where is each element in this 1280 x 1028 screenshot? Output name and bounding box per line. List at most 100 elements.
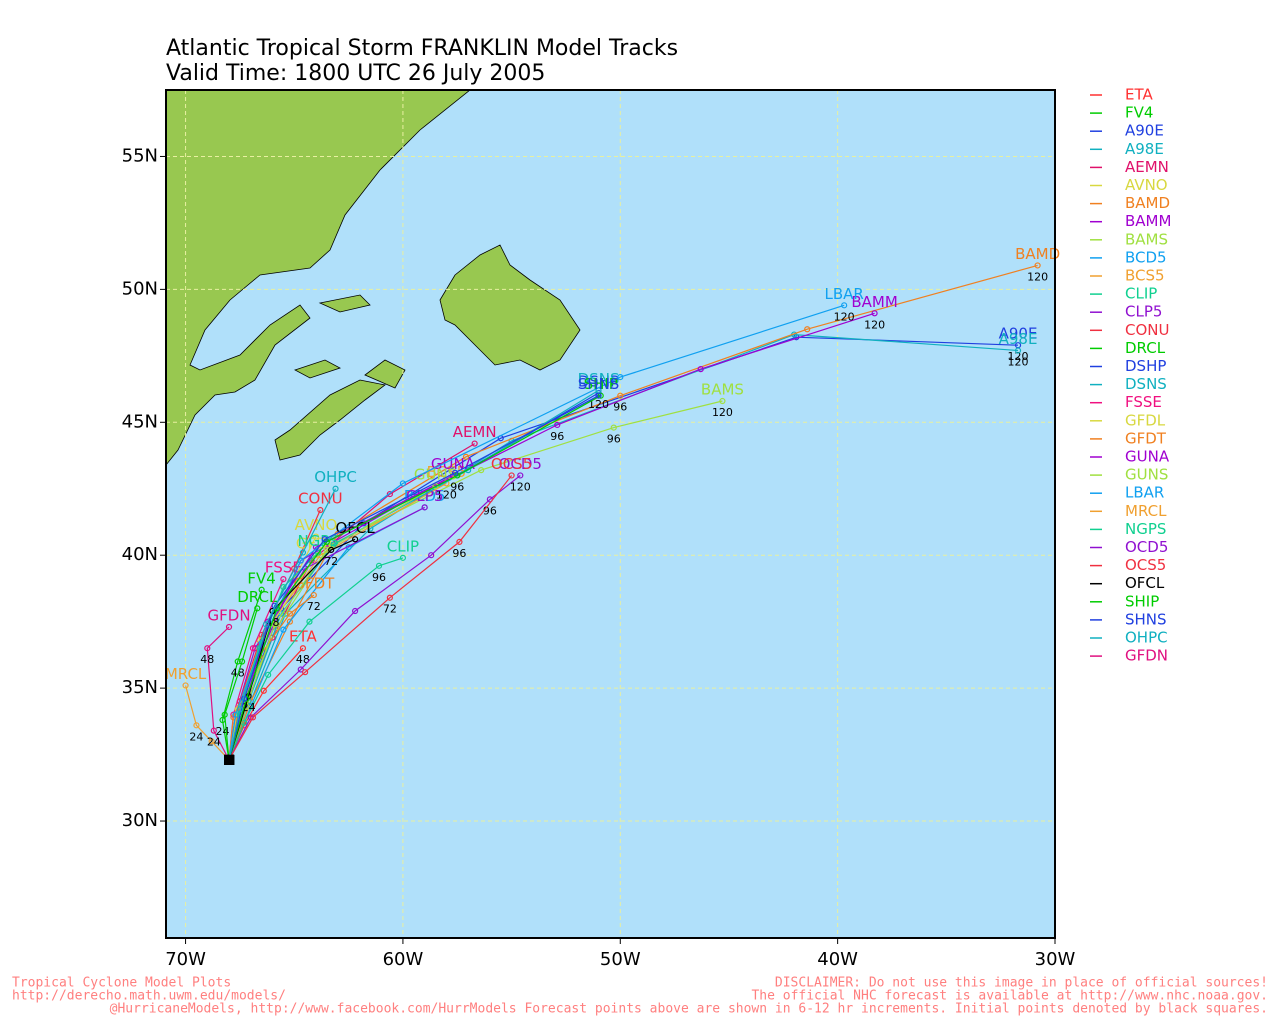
- y-tick-label: 45N: [122, 411, 158, 432]
- legend-label: AVNO: [1125, 176, 1168, 194]
- forecast-point: [352, 536, 359, 543]
- forecast-point: [193, 722, 200, 729]
- track-label: NGPS: [297, 532, 338, 550]
- legend-label: OHPC: [1125, 629, 1168, 647]
- forecast-point: [328, 546, 335, 553]
- forecast-point: [421, 504, 428, 511]
- forecast-point: [399, 480, 407, 487]
- track: [206, 626, 230, 761]
- legend-label: DSHP: [1125, 357, 1166, 375]
- forecast-point: [249, 645, 257, 652]
- hour-label: 96: [450, 480, 464, 493]
- forecast-point: [1014, 347, 1022, 354]
- track-label: FV4: [247, 569, 275, 587]
- hour-label: 120: [1008, 356, 1029, 369]
- plot-frame: [165, 89, 1056, 939]
- forecast-point: [375, 562, 383, 569]
- forecast-point: [332, 485, 339, 492]
- newfoundland: [439, 244, 581, 371]
- hour-label: 72: [324, 555, 338, 568]
- hour-label: 120: [864, 318, 885, 331]
- legend-label: SHIP: [1125, 592, 1159, 610]
- legend-label: A90E: [1125, 122, 1164, 140]
- forecast-point: [260, 687, 267, 694]
- forecast-point: [204, 645, 211, 652]
- hour-label: 24: [207, 736, 221, 749]
- forecast-point: [399, 554, 407, 561]
- legend-label: CONU: [1125, 321, 1169, 339]
- forecast-point: [352, 607, 359, 615]
- forecast-point: [321, 536, 328, 543]
- hour-label: 48: [200, 653, 214, 666]
- legend-label: GUNA: [1125, 448, 1170, 466]
- track: [228, 488, 337, 761]
- forecast-point: [262, 621, 270, 628]
- forecast-point: [465, 467, 472, 474]
- hour-label: 96: [607, 433, 621, 446]
- nova-scotia: [274, 379, 386, 461]
- forecast-point: [306, 618, 313, 625]
- footer-bottom: @HurricaneModels, http://www.facebook.co…: [110, 1002, 1268, 1017]
- track-label: LBAR: [824, 285, 863, 303]
- forecast-point: [221, 711, 228, 718]
- hour-label: 120: [1027, 270, 1048, 283]
- x-tick-label: 70W: [165, 949, 206, 970]
- legend-label: FV4: [1125, 104, 1153, 122]
- track-label: AVNO: [295, 516, 338, 534]
- track: [228, 395, 599, 761]
- hour-label: 120: [712, 406, 733, 419]
- hour-label: 72: [307, 600, 321, 613]
- forecast-point: [265, 671, 272, 678]
- legend-label: CLIP: [1125, 285, 1157, 303]
- forecast-point: [310, 591, 317, 599]
- map-subtitle: Valid Time: 1800 UTC 26 July 2005: [166, 61, 545, 86]
- legend-label: A98E: [1125, 140, 1164, 158]
- track-label: GFDN: [208, 606, 251, 624]
- forecast-point: [462, 453, 470, 460]
- track-label: A98E: [999, 330, 1038, 348]
- forecast-point: [280, 576, 287, 583]
- hour-label: 96: [613, 401, 627, 414]
- legend-label: BCS5: [1125, 267, 1165, 285]
- footer-right: DISCLAIMER: Do not use this image in pla…: [775, 976, 1268, 991]
- mainland: [166, 90, 471, 466]
- hour-label: 48: [296, 653, 310, 666]
- legend-label: OCS5: [1125, 556, 1166, 574]
- track: [185, 685, 230, 761]
- forecast-point: [182, 682, 189, 689]
- hour-label: 120: [588, 398, 609, 411]
- forecast-point: [428, 552, 435, 559]
- y-tick-label: 30N: [122, 810, 158, 831]
- hour-label: 120: [1008, 350, 1029, 363]
- track: [228, 264, 1038, 761]
- legend-label: GFDN: [1125, 647, 1168, 665]
- track-label: CLIP: [387, 537, 419, 555]
- forecast-point: [451, 469, 459, 476]
- track-label: DSHP: [578, 373, 619, 391]
- forecast-point: [302, 669, 309, 676]
- hour-label: 24: [189, 730, 203, 743]
- forecast-point: [280, 626, 287, 633]
- forecast-point: [386, 490, 393, 498]
- map-title: Atlantic Tropical Storm FRANKLIN Model T…: [166, 36, 678, 61]
- track-label: CLP5: [406, 487, 443, 505]
- x-tick-label: 30W: [1035, 949, 1076, 970]
- forecast-point: [312, 533, 320, 540]
- track-label: A90E: [999, 325, 1038, 343]
- track-label: OCD5: [499, 455, 542, 473]
- track-label: AEMN: [453, 423, 497, 441]
- legend-label: GUNS: [1125, 466, 1168, 484]
- forecast-point: [286, 610, 293, 617]
- y-tick-label: 50N: [122, 278, 158, 299]
- forecast-point: [317, 506, 324, 514]
- legend-label: BAMS: [1125, 230, 1168, 248]
- forecast-point: [299, 645, 307, 652]
- forecast-point: [286, 618, 293, 625]
- track-label: GUNA: [431, 455, 476, 473]
- x-tick-label: 50W: [600, 949, 641, 970]
- hour-label: 96: [372, 571, 386, 584]
- legend-label: OCD5: [1125, 538, 1168, 556]
- forecast-point: [258, 586, 265, 593]
- forecast-point: [617, 373, 624, 381]
- track: [221, 589, 263, 760]
